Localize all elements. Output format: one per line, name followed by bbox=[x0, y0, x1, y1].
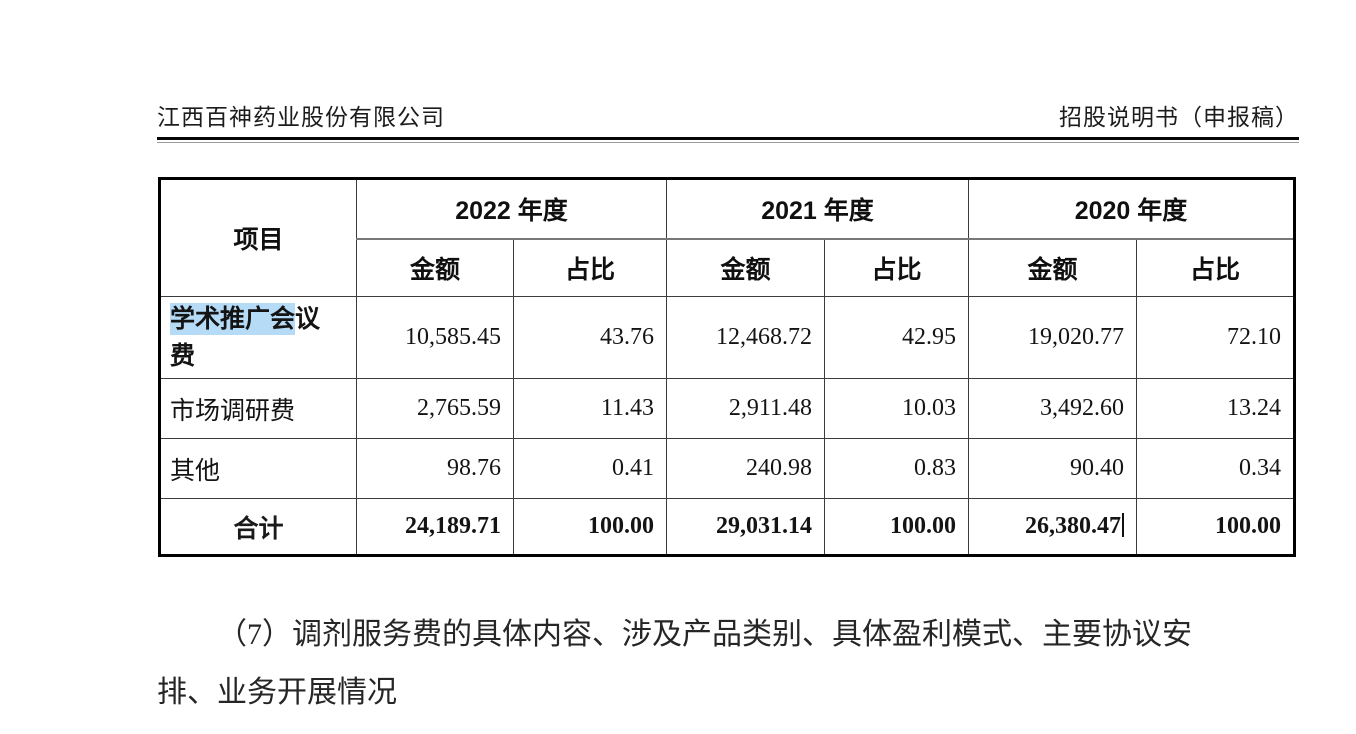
cell-2020-amount: 90.40 bbox=[968, 438, 1137, 499]
column-header-amount-2022: 金额 bbox=[356, 238, 514, 297]
cell-2020-ratio: 72.10 bbox=[1136, 296, 1295, 379]
total-2020-amount-value: 26,380.47 bbox=[1025, 513, 1121, 539]
document-header: 江西百神药业股份有限公司 招股说明书（申报稿） bbox=[157, 98, 1299, 132]
cell-2021-ratio: 42.95 bbox=[824, 296, 969, 379]
column-header-amount-2021: 金额 bbox=[666, 238, 825, 297]
header-rule bbox=[157, 137, 1299, 143]
cell-2022-ratio: 11.43 bbox=[513, 378, 667, 439]
text-cursor[interactable] bbox=[1122, 513, 1124, 537]
cell-2021-amount: 2,911.48 bbox=[666, 378, 825, 439]
column-header-amount-2020: 金额 bbox=[968, 238, 1137, 297]
column-header-ratio-2020: 占比 bbox=[1136, 238, 1295, 297]
column-header-year-2020: 2020 年度 bbox=[968, 178, 1295, 240]
selection-highlight[interactable]: 学术推广会 bbox=[170, 302, 296, 335]
cell-2020-ratio: 0.34 bbox=[1136, 438, 1295, 499]
table-row-market-research: 市场调研费 2,765.59 11.43 2,911.48 10.03 3,49… bbox=[159, 378, 1295, 439]
cell-2020-amount: 3,492.60 bbox=[968, 378, 1137, 439]
cell-2021-amount: 240.98 bbox=[666, 438, 825, 499]
cell-total-2021-amount: 29,031.14 bbox=[666, 498, 825, 556]
cell-2022-amount: 10,585.45 bbox=[356, 296, 514, 379]
cell-total-2020-ratio: 100.00 bbox=[1136, 498, 1295, 556]
cell-2022-amount: 98.76 bbox=[356, 438, 514, 499]
cell-2021-amount: 12,468.72 bbox=[666, 296, 825, 379]
column-header-item: 项目 bbox=[159, 178, 357, 297]
cell-2021-ratio: 10.03 bbox=[824, 378, 969, 439]
column-header-ratio-2021: 占比 bbox=[824, 238, 969, 297]
table-row-other: 其他 98.76 0.41 240.98 0.83 90.40 0.34 bbox=[159, 438, 1295, 499]
row-label-market-research: 市场调研费 bbox=[159, 378, 357, 439]
cell-total-2022-ratio: 100.00 bbox=[513, 498, 667, 556]
column-header-year-2022: 2022 年度 bbox=[356, 178, 667, 240]
paragraph-line1: （7）调剂服务费的具体内容、涉及产品类别、具体盈利模式、主要协议安 bbox=[217, 618, 1192, 651]
row-label-academic-promotion: 学术推广会议 费 bbox=[159, 296, 357, 379]
cell-2020-amount: 19,020.77 bbox=[968, 296, 1137, 379]
row-label-tail: 议 bbox=[295, 304, 321, 333]
table-row-academic-promotion: 学术推广会议 费 10,585.45 43.76 12,468.72 42.95… bbox=[159, 296, 1295, 379]
row-label-second-line: 费 bbox=[170, 341, 196, 370]
cell-total-2021-ratio: 100.00 bbox=[824, 498, 969, 556]
cell-total-2022-amount: 24,189.71 bbox=[356, 498, 514, 556]
body-paragraph: （7）调剂服务费的具体内容、涉及产品类别、具体盈利模式、主要协议安排、业务开展情… bbox=[157, 606, 1322, 722]
document-type-label: 招股说明书（申报稿） bbox=[1059, 105, 1299, 130]
row-label-other: 其他 bbox=[159, 438, 357, 499]
cell-total-2020-amount: 26,380.47 bbox=[968, 498, 1137, 556]
row-label-total: 合计 bbox=[159, 498, 357, 556]
table-row-total: 合计 24,189.71 100.00 29,031.14 100.00 26,… bbox=[159, 498, 1295, 556]
cell-2022-amount: 2,765.59 bbox=[356, 378, 514, 439]
cell-2022-ratio: 43.76 bbox=[513, 296, 667, 379]
cell-2022-ratio: 0.41 bbox=[513, 438, 667, 499]
column-header-year-2021: 2021 年度 bbox=[666, 178, 969, 240]
paragraph-line2: 排、业务开展情况 bbox=[157, 676, 397, 709]
expense-breakdown-table: 项目 2022 年度 2021 年度 2020 年度 金额 占比 金额 占比 金… bbox=[158, 177, 1296, 557]
company-name: 江西百神药业股份有限公司 bbox=[157, 105, 445, 130]
cell-2021-ratio: 0.83 bbox=[824, 438, 969, 499]
cell-2020-ratio: 13.24 bbox=[1136, 378, 1295, 439]
column-header-ratio-2022: 占比 bbox=[513, 238, 667, 297]
